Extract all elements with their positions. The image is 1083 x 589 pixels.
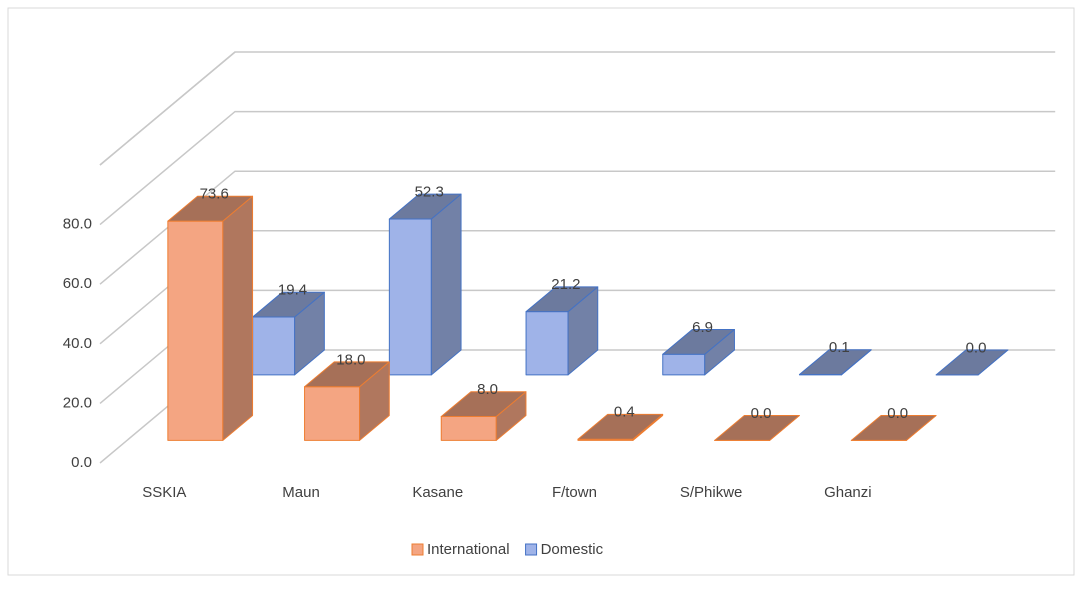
legend-swatch (526, 544, 537, 555)
x-tick-label: Maun (282, 484, 320, 501)
data-label: 0.1 (829, 339, 850, 356)
data-label: 6.9 (692, 319, 713, 336)
y-tick-label: 60.0 (63, 275, 92, 292)
data-label: 0.0 (966, 339, 987, 356)
bar-front (168, 221, 223, 440)
x-tick-label: SSKIA (142, 484, 186, 501)
legend-label: International (427, 541, 510, 558)
bar-front (663, 354, 705, 375)
data-label: 52.3 (415, 184, 444, 201)
bar-front (526, 312, 568, 375)
x-tick-label: Ghanzi (824, 484, 872, 501)
data-label: 21.2 (551, 276, 580, 293)
data-label: 0.4 (614, 404, 635, 421)
legend-label: Domestic (541, 541, 604, 558)
x-tick-label: F/town (552, 484, 597, 501)
bar-side (223, 196, 253, 440)
data-label: 0.0 (887, 405, 908, 422)
data-label: 18.0 (336, 351, 365, 368)
x-tick-label: Kasane (412, 484, 463, 501)
y-tick-label: 0.0 (71, 454, 92, 471)
bar-front (441, 417, 496, 441)
bar-front (253, 317, 295, 375)
bar-front (389, 219, 431, 375)
y-tick-label: 20.0 (63, 394, 92, 411)
data-label: 8.0 (477, 381, 498, 398)
y-tick-label: 40.0 (63, 335, 92, 352)
data-label: 0.0 (751, 405, 772, 422)
data-label: 73.6 (200, 186, 229, 203)
legend-swatch (412, 544, 423, 555)
data-label: 19.4 (278, 282, 307, 299)
bar-front (305, 387, 360, 441)
y-tick-label: 80.0 (63, 216, 92, 233)
x-tick-label: S/Phikwe (680, 484, 743, 501)
bar-side (431, 194, 461, 375)
